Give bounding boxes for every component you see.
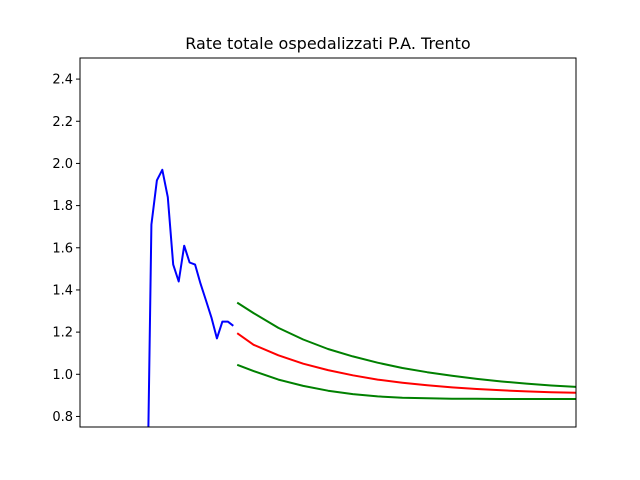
y-tick-label: 1.2: [52, 326, 73, 341]
y-tick-label: 2.2: [52, 115, 73, 130]
chart-title: Rate totale ospedalizzati P.A. Trento: [185, 34, 470, 53]
y-tick-label: 2.0: [52, 157, 73, 172]
y-tick-label: 0.8: [52, 410, 73, 425]
series-line-0: [147, 168, 234, 427]
series-line-3: [236, 363, 576, 400]
plot-area: [147, 168, 576, 427]
y-tick-label: 1.0: [52, 368, 73, 383]
y-tick-label: 1.4: [52, 283, 73, 298]
plot-frame: [79, 57, 577, 428]
series-line-2: [236, 301, 576, 388]
y-tick-label: 2.4: [52, 73, 73, 88]
y-axis: 0.8 1.0 1.2 1.4 1.6 1.8 2.0 2.2 2.4: [52, 73, 80, 425]
series-line-1: [236, 332, 576, 394]
y-tick-label: 1.6: [52, 241, 73, 256]
y-tick-label: 1.8: [52, 199, 73, 214]
